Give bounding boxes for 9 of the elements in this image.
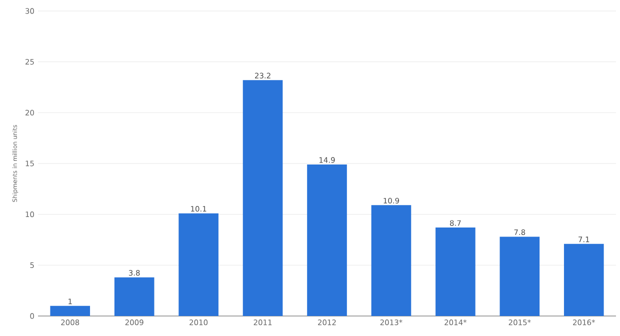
- bar: [50, 306, 90, 316]
- bar: [178, 213, 218, 316]
- bar: [114, 277, 154, 316]
- bar: [500, 236, 540, 316]
- bar: [242, 80, 283, 316]
- bar: [436, 228, 476, 316]
- bar: [564, 244, 604, 316]
- bar: [371, 205, 412, 316]
- bar: [307, 164, 347, 316]
